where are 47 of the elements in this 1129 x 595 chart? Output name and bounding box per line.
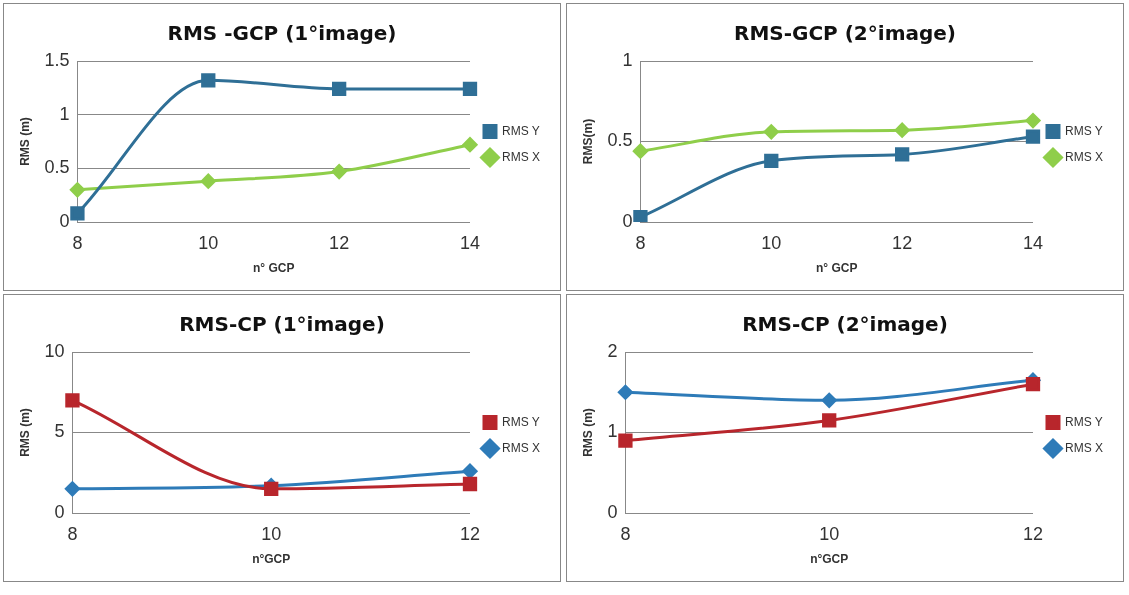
chart-title: RMS-CP (2°image)	[742, 312, 948, 337]
y-tick-label: 1	[607, 421, 618, 442]
x-tick-label: 12	[459, 523, 481, 544]
x-tick-label: 10	[261, 523, 282, 544]
y-tick-label: 0.5	[44, 157, 70, 178]
chart-title: RMS -GCP (1°image)	[167, 21, 397, 46]
y-axis-title: RMS (m)	[17, 117, 32, 166]
y-tick-label: 0	[54, 501, 65, 522]
y-tick-label: 10	[44, 340, 65, 361]
y-tick-label: 0	[59, 210, 70, 231]
x-axis-title: n°GCP	[810, 552, 849, 567]
x-tick-label: 10	[198, 232, 219, 253]
x-tick-label: 12	[892, 232, 913, 253]
chart-title: RMS-GCP (2°image)	[734, 21, 956, 46]
x-tick-label: 10	[819, 523, 840, 544]
x-tick-label: 8	[72, 232, 83, 253]
x-tick-label: 14	[1022, 232, 1044, 253]
y-tick-label: 0.5	[607, 130, 633, 151]
y-axis-title: RMS (m)	[580, 408, 595, 457]
legend-label: RMS X	[502, 149, 541, 164]
x-tick-label: 8	[635, 232, 646, 253]
y-tick-label: 1	[59, 103, 70, 124]
y-tick-label: 0	[607, 501, 618, 522]
x-tick-label: 10	[761, 232, 782, 253]
x-tick-label: 8	[67, 523, 78, 544]
y-axis-title: RMS(m)	[580, 118, 595, 165]
x-tick-label: 14	[459, 232, 481, 253]
x-tick-label: 8	[620, 523, 631, 544]
legend-label: RMS Y	[502, 414, 540, 429]
chart-title: RMS-CP (1°image)	[179, 312, 385, 337]
x-axis-title: n°GCP	[252, 552, 291, 567]
legend-label: RMS X	[502, 440, 541, 455]
y-axis-title: RMS (m)	[17, 408, 32, 457]
x-axis-title: n° GCP	[815, 261, 858, 276]
y-tick-label: 0	[622, 210, 633, 231]
y-tick-label: 1.5	[44, 49, 70, 70]
y-tick-label: 5	[54, 421, 65, 442]
legend-label: RMS Y	[1065, 414, 1103, 429]
x-axis-title: n° GCP	[252, 261, 295, 276]
legend-label: RMS X	[1065, 440, 1104, 455]
y-tick-label: 2	[607, 340, 618, 361]
legend-label: RMS Y	[1065, 123, 1103, 138]
x-tick-label: 12	[1022, 523, 1044, 544]
legend-label: RMS Y	[502, 123, 540, 138]
y-tick-label: 1	[622, 49, 633, 70]
legend-label: RMS X	[1065, 149, 1104, 164]
x-tick-label: 12	[329, 232, 350, 253]
